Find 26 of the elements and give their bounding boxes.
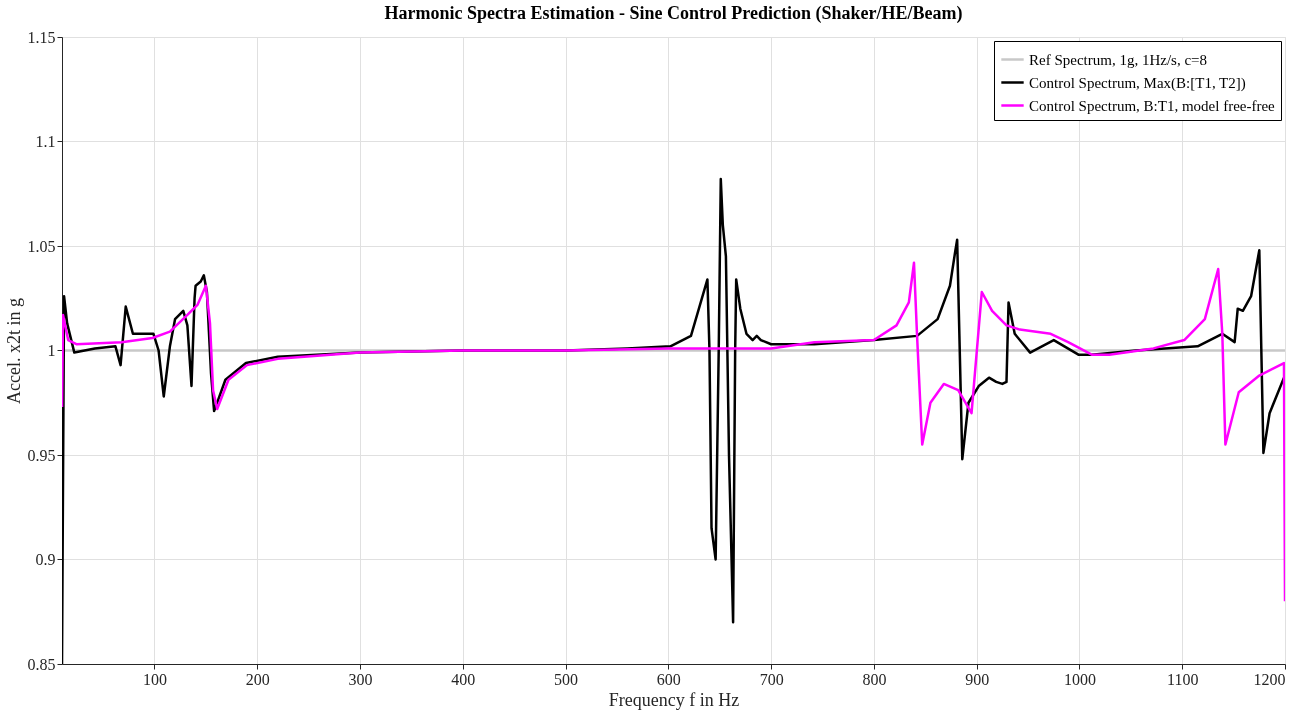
y-tick-label: 1.1 [35, 133, 56, 150]
x-tick-label: 1000 [1063, 670, 1096, 688]
chart-title: Harmonic Spectra Estimation - Sine Control Prediction (Shaker/HE/Beam) [384, 3, 963, 24]
x-tick-label: 600 [656, 670, 681, 688]
y-tick-label: 1 [47, 342, 56, 359]
x-tick-label: 500 [554, 670, 579, 688]
line-series [62, 261, 1285, 603]
x-tick-label: 900 [965, 670, 990, 688]
x-axis-title: Frequency f in Hz [608, 689, 740, 710]
x-tick-label: 300 [348, 670, 373, 688]
x-tick-label: 100 [143, 670, 167, 688]
legend-label: Control Spectrum, B:T1, model free-free [1029, 97, 1276, 114]
x-tick-label: 1100 [1167, 670, 1199, 688]
x-tick-label: 1200 [1253, 670, 1286, 688]
x-tick-label: 400 [451, 670, 476, 688]
x-tick-label: 200 [245, 670, 270, 688]
y-tick-label: 1.15 [27, 28, 56, 46]
legend-label: Ref Spectrum, 1g, 1Hz/s, c=8 [1029, 51, 1208, 68]
y-tick-label: 0.95 [27, 446, 56, 464]
y-tick-label: 0.9 [35, 551, 56, 568]
y-tick-label: 1.05 [27, 237, 56, 255]
x-tick-label: 700 [759, 670, 784, 688]
y-axis-title: Accel. x2t in g [3, 298, 24, 404]
legend-label: Control Spectrum, Max(B:[T1, T2]) [1029, 74, 1246, 92]
x-tick-label: 800 [862, 670, 887, 688]
y-tick-label: 0.85 [27, 655, 56, 673]
